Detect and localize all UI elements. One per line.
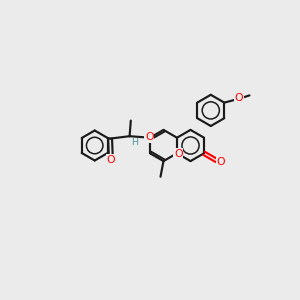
Text: O: O xyxy=(106,155,115,165)
Text: O: O xyxy=(145,132,154,142)
Text: O: O xyxy=(217,157,225,167)
Text: H: H xyxy=(131,138,138,147)
Text: O: O xyxy=(234,93,243,103)
Text: O: O xyxy=(174,149,182,159)
